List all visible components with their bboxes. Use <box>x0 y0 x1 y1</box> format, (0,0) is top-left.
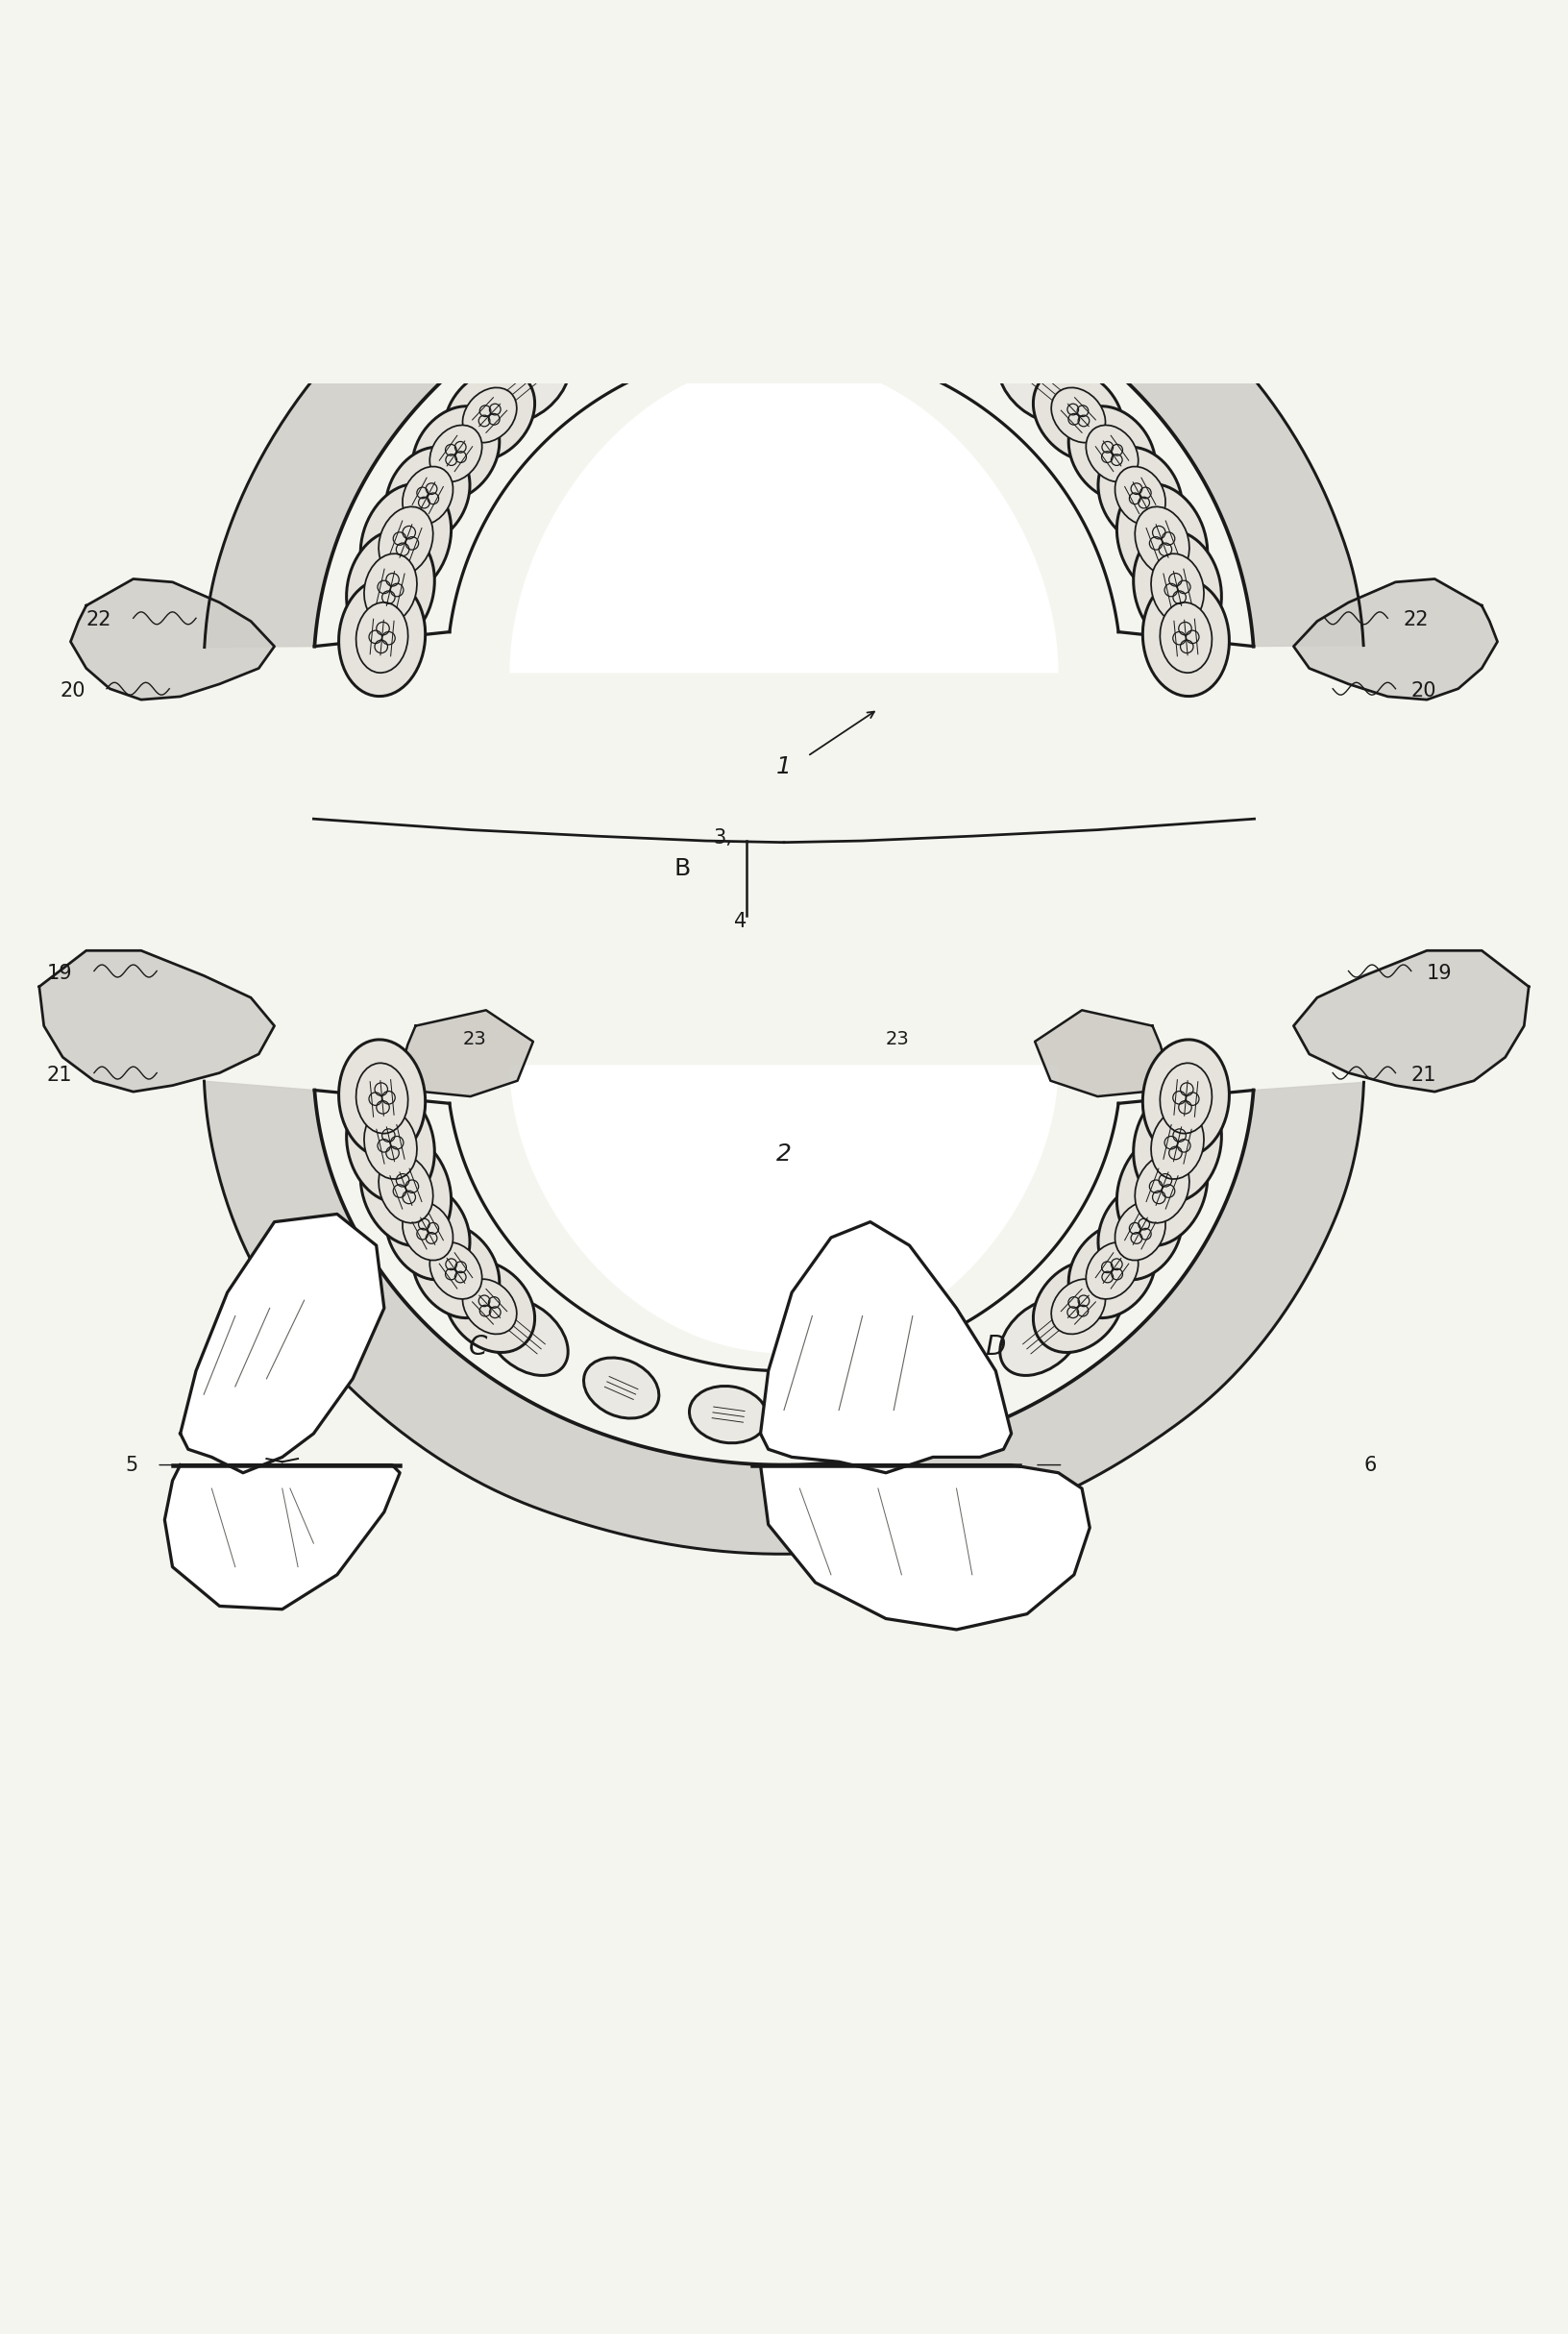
Text: 3,: 3, <box>713 829 732 847</box>
Ellipse shape <box>347 1085 434 1202</box>
Ellipse shape <box>1098 1183 1182 1279</box>
Ellipse shape <box>908 296 986 359</box>
Ellipse shape <box>1051 387 1105 443</box>
Polygon shape <box>1294 579 1497 700</box>
Ellipse shape <box>1116 1132 1207 1246</box>
Text: 23: 23 <box>886 1029 909 1048</box>
Ellipse shape <box>1151 1109 1204 1179</box>
Ellipse shape <box>1134 1085 1221 1202</box>
Text: 22: 22 <box>86 612 111 630</box>
Ellipse shape <box>1115 467 1165 525</box>
Text: 19: 19 <box>1427 964 1452 983</box>
Ellipse shape <box>361 1132 452 1246</box>
Ellipse shape <box>1160 602 1212 672</box>
Text: 2: 2 <box>776 1144 792 1167</box>
Ellipse shape <box>1051 1279 1105 1335</box>
Polygon shape <box>400 1011 533 1097</box>
Ellipse shape <box>1135 506 1190 574</box>
Ellipse shape <box>445 369 535 460</box>
Ellipse shape <box>909 1358 985 1419</box>
Ellipse shape <box>364 553 417 623</box>
Text: C: C <box>469 1335 488 1361</box>
Ellipse shape <box>1068 1223 1156 1319</box>
Polygon shape <box>204 1081 1364 1554</box>
Ellipse shape <box>412 1223 500 1319</box>
Ellipse shape <box>463 387 517 443</box>
Text: 21: 21 <box>1411 1064 1436 1085</box>
Ellipse shape <box>445 1260 535 1351</box>
Ellipse shape <box>801 1386 878 1442</box>
Polygon shape <box>1035 1011 1168 1097</box>
Text: 20: 20 <box>1411 682 1436 700</box>
Text: 20: 20 <box>60 682 85 700</box>
Ellipse shape <box>403 467 453 525</box>
Polygon shape <box>760 1223 1011 1473</box>
Ellipse shape <box>1115 1202 1165 1260</box>
Ellipse shape <box>1087 1242 1138 1300</box>
Text: 5: 5 <box>125 1456 138 1475</box>
Polygon shape <box>180 1214 384 1473</box>
Polygon shape <box>204 173 1364 647</box>
Ellipse shape <box>485 1298 568 1375</box>
Text: B: B <box>674 857 690 880</box>
Text: 4: 4 <box>734 913 746 931</box>
Ellipse shape <box>1134 530 1221 647</box>
Ellipse shape <box>582 296 660 359</box>
Ellipse shape <box>1143 579 1229 696</box>
Ellipse shape <box>430 1242 481 1300</box>
Polygon shape <box>165 1466 400 1608</box>
Ellipse shape <box>347 530 434 647</box>
Ellipse shape <box>800 271 880 329</box>
Ellipse shape <box>361 483 452 598</box>
Text: 1: 1 <box>776 756 792 780</box>
Ellipse shape <box>403 1202 453 1260</box>
Ellipse shape <box>430 425 481 481</box>
Ellipse shape <box>1033 369 1123 460</box>
Ellipse shape <box>583 1358 659 1419</box>
Polygon shape <box>39 950 274 1092</box>
Polygon shape <box>71 579 274 700</box>
Ellipse shape <box>1098 448 1182 544</box>
Polygon shape <box>1294 950 1529 1092</box>
Ellipse shape <box>999 343 1085 422</box>
Ellipse shape <box>339 1039 425 1158</box>
Ellipse shape <box>483 343 569 422</box>
Ellipse shape <box>339 579 425 696</box>
Ellipse shape <box>1160 1062 1212 1134</box>
Ellipse shape <box>356 1062 408 1134</box>
Ellipse shape <box>378 506 433 574</box>
Ellipse shape <box>1151 553 1204 623</box>
Ellipse shape <box>386 448 470 544</box>
Ellipse shape <box>688 271 768 329</box>
Ellipse shape <box>1068 406 1156 502</box>
Ellipse shape <box>463 1279 517 1335</box>
Ellipse shape <box>364 1109 417 1179</box>
Ellipse shape <box>386 1183 470 1279</box>
Text: D: D <box>985 1335 1007 1361</box>
Ellipse shape <box>378 1155 433 1223</box>
Ellipse shape <box>356 602 408 672</box>
Ellipse shape <box>412 406 500 502</box>
Polygon shape <box>510 359 1058 672</box>
Ellipse shape <box>1135 1155 1190 1223</box>
Text: 6: 6 <box>1364 1456 1377 1475</box>
Polygon shape <box>760 1466 1090 1629</box>
Text: 19: 19 <box>47 964 72 983</box>
Ellipse shape <box>1143 1039 1229 1158</box>
Ellipse shape <box>1116 483 1207 598</box>
Ellipse shape <box>1087 425 1138 481</box>
Text: 21: 21 <box>47 1064 72 1085</box>
Text: 23: 23 <box>463 1029 486 1048</box>
Text: 22: 22 <box>1403 612 1428 630</box>
Ellipse shape <box>690 1386 767 1442</box>
Polygon shape <box>510 1064 1058 1354</box>
Ellipse shape <box>1033 1260 1123 1351</box>
Ellipse shape <box>1000 1298 1083 1375</box>
